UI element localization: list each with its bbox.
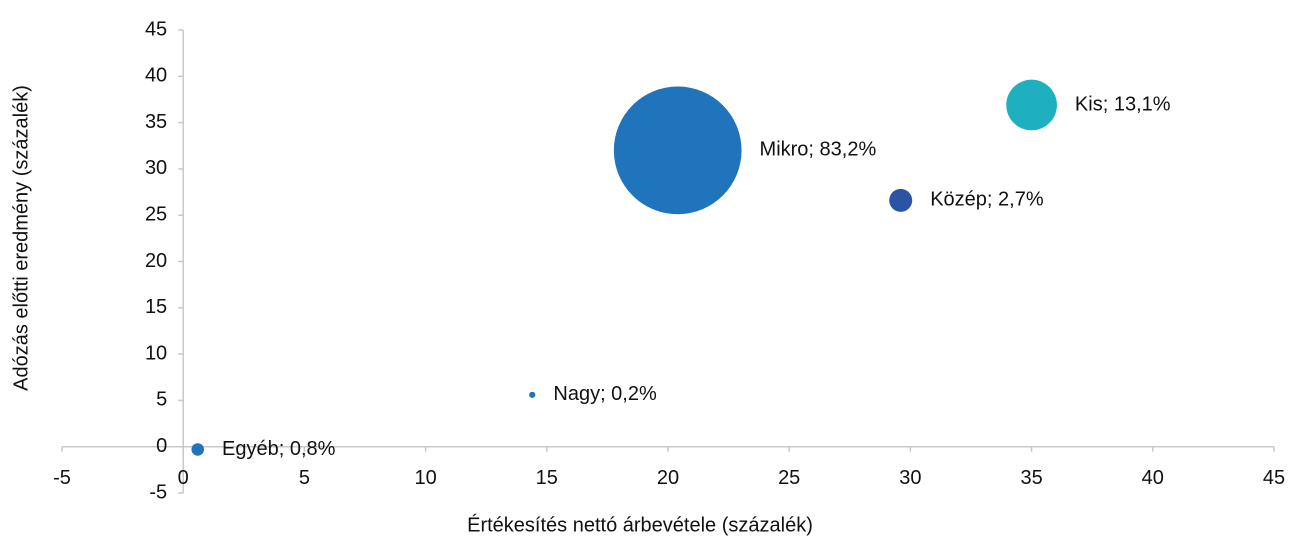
x-tick-label: 25 [778, 467, 800, 489]
x-tick-label: 40 [1142, 467, 1164, 489]
x-tick-label: 10 [414, 467, 436, 489]
y-tick-label: 25 [145, 203, 167, 225]
bubble-label: Nagy; 0,2% [553, 383, 657, 405]
y-tick-label: 20 [145, 250, 167, 272]
x-tick-label: 5 [299, 467, 310, 489]
y-tick-label: 40 [145, 65, 167, 87]
x-tick-label: 15 [536, 467, 558, 489]
x-tick-label: -5 [53, 467, 71, 489]
x-axis-title: Értékesítés nettó árbevétele (százalék) [467, 513, 813, 536]
y-tick-label: 45 [145, 18, 167, 40]
y-tick-label: 15 [145, 296, 167, 318]
bubble [191, 443, 205, 456]
y-tick-label: 5 [156, 389, 167, 411]
x-tick-label: 35 [1020, 467, 1042, 489]
bubble-label: Mikro; 83,2% [760, 139, 877, 161]
bubble [613, 86, 742, 215]
y-axis-title: Adózás előtti eredmény (százalék) [10, 85, 32, 391]
y-tick-label: 10 [145, 342, 167, 364]
bubble [889, 188, 913, 212]
y-tick-label: -5 [149, 481, 167, 503]
x-tick-label: 30 [899, 467, 921, 489]
bubble [1006, 79, 1057, 131]
x-tick-label: 0 [178, 467, 189, 489]
bubble-label: Közép; 2,7% [930, 189, 1044, 211]
bubble [529, 391, 536, 398]
bubble-label: Egyéb; 0,8% [222, 438, 336, 460]
y-tick-label: 30 [145, 157, 167, 179]
y-tick-label: 0 [156, 435, 167, 457]
x-tick-label: 20 [657, 467, 679, 489]
bubble-label: Kis; 13,1% [1075, 93, 1171, 115]
y-tick-label: 35 [145, 111, 167, 133]
x-tick-label: 45 [1263, 467, 1285, 489]
